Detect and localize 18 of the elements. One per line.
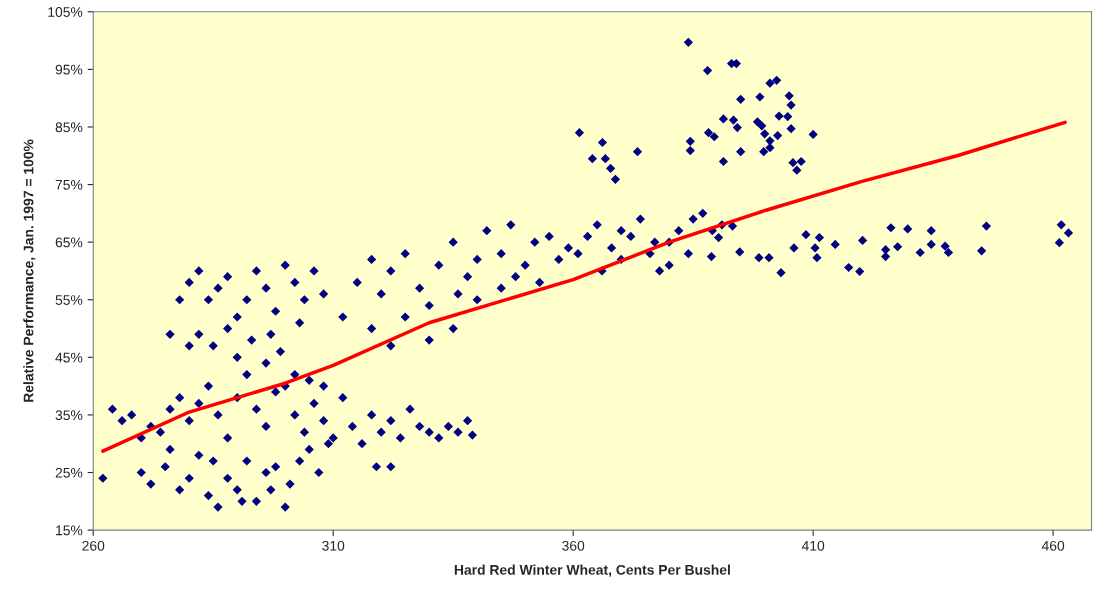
x-tick-label: 310 bbox=[322, 540, 345, 551]
x-tick-label: 360 bbox=[562, 540, 585, 551]
y-tick-label: 25% bbox=[55, 467, 83, 478]
x-tick-label: 260 bbox=[82, 540, 105, 551]
y-tick-label: 45% bbox=[55, 352, 83, 363]
y-tick-label: 85% bbox=[55, 122, 83, 133]
y-axis-title: Relative Performance, Jan. 1997 = 100% bbox=[23, 139, 36, 402]
x-axis-title: Hard Red Winter Wheat, Cents Per Bushel bbox=[454, 564, 730, 577]
y-tick-label: 75% bbox=[55, 179, 83, 190]
y-tick-label: 15% bbox=[56, 525, 83, 536]
x-tick-label: 410 bbox=[801, 540, 825, 551]
y-tick-label: 55% bbox=[55, 295, 83, 305]
y-tick-label: 35% bbox=[55, 410, 83, 421]
x-tick-label: 460 bbox=[1041, 540, 1065, 551]
line-series bbox=[101, 120, 1067, 453]
y-tick-label: 95% bbox=[55, 64, 83, 75]
y-tick-label: 105% bbox=[48, 7, 83, 17]
y-tick-label: 65% bbox=[55, 237, 83, 248]
